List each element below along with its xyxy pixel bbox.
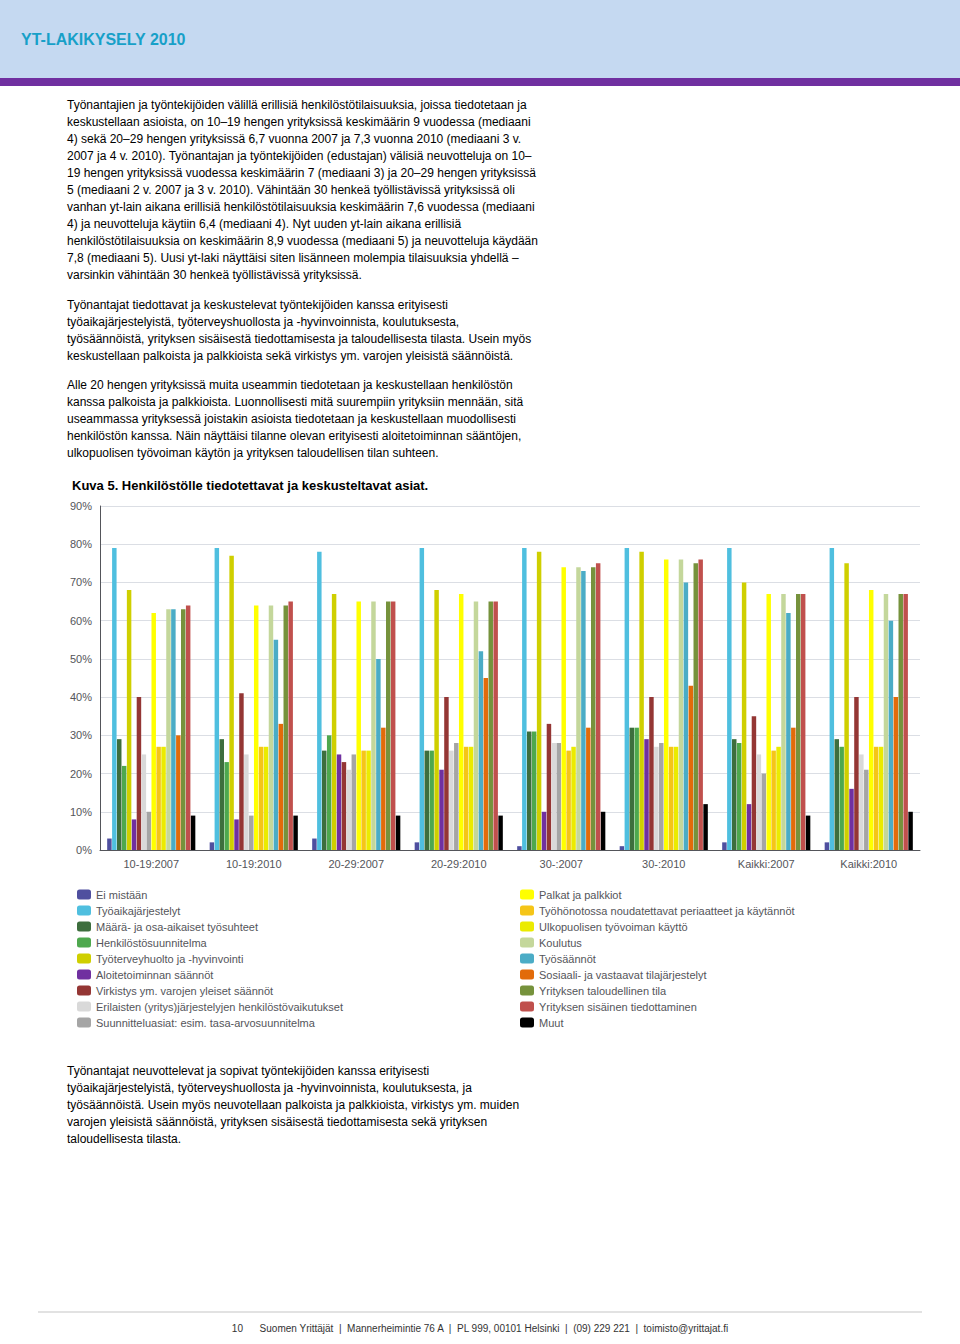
svg-text:Aloitetoiminnan säännöt: Aloitetoiminnan säännöt	[96, 969, 213, 981]
svg-text:50%: 50%	[70, 653, 92, 665]
svg-text:Määrä- ja osa-aikaiset työsuht: Määrä- ja osa-aikaiset työsuhteet	[96, 921, 258, 933]
svg-text:työsäännöistä, yrityksen sisäi: työsäännöistä, yrityksen sisäisestä tied…	[67, 332, 531, 346]
svg-text:10-19:2010: 10-19:2010	[226, 858, 282, 870]
svg-text:useammassa yrityksessä joistak: useammassa yrityksessä joistakin asioist…	[67, 412, 516, 426]
svg-text:10%: 10%	[70, 806, 92, 818]
svg-text:Yrityksen sisäinen tiedottamin: Yrityksen sisäinen tiedottaminen	[539, 1001, 697, 1013]
svg-text:20-29:2007: 20-29:2007	[328, 858, 384, 870]
svg-text:varojen yleisistä säännöistä,: varojen yleisistä säännöistä, yrityksen …	[67, 1115, 487, 1129]
svg-text:2007 ja 4 v. 2010). Työnantaja: 2007 ja 4 v. 2010). Työnantajan ja työnt…	[67, 149, 532, 163]
svg-text:Muut: Muut	[539, 1017, 563, 1029]
svg-text:ulkopuolisen työvoiman käytön: ulkopuolisen työvoiman käytön ja yrityks…	[67, 446, 439, 460]
svg-text:Suunnitteluasiat: esim. tasa-a: Suunnitteluasiat: esim. tasa-arvosuunnit…	[96, 1017, 316, 1029]
svg-text:4) sekä 20–29 hengen yrityksis: 4) sekä 20–29 hengen yrityksissä 6,7 vuo…	[67, 132, 521, 146]
svg-text:Työnantajat neuvottelevat ja s: Työnantajat neuvottelevat ja sopivat työ…	[67, 1064, 429, 1078]
svg-text:19 hengen yrityksissä vuodessa: 19 hengen yrityksissä vuodessa keskimäär…	[67, 166, 536, 180]
svg-text:Koulutus: Koulutus	[539, 937, 582, 949]
svg-text:7,8 (mediaani 5). Uusi yt-laki: 7,8 (mediaani 5). Uusi yt-laki näyttäisi…	[67, 251, 519, 265]
svg-text:Ulkopuolisen työvoiman käyttö: Ulkopuolisen työvoiman käyttö	[539, 921, 688, 933]
svg-text:Kaikki:2010: Kaikki:2010	[840, 858, 897, 870]
svg-text:Yrityksen taloudellinen tila: Yrityksen taloudellinen tila	[539, 985, 667, 997]
svg-text:70%: 70%	[70, 576, 92, 588]
svg-text:20%: 20%	[70, 768, 92, 780]
svg-text:Työterveyhuolto ja -hyvinvoint: Työterveyhuolto ja -hyvinvointi	[96, 953, 243, 965]
svg-text:Kaikki:2007: Kaikki:2007	[738, 858, 795, 870]
svg-text:Virkistys ym. varojen yleiset: Virkistys ym. varojen yleiset säännöt	[96, 985, 273, 997]
svg-text:Ei mistään: Ei mistään	[96, 889, 147, 901]
svg-text:30-:2007: 30-:2007	[540, 858, 583, 870]
svg-text:Henkilöstösuunnitelma: Henkilöstösuunnitelma	[96, 937, 208, 949]
svg-text:90%: 90%	[70, 500, 92, 512]
svg-text:60%: 60%	[70, 615, 92, 627]
svg-text:työaikajärjestelyistä, työterv: työaikajärjestelyistä, työterveyshuollos…	[67, 1081, 472, 1095]
svg-text:varsinkin vähintään 30 henkeä: varsinkin vähintään 30 henkeä työllistäv…	[67, 268, 362, 282]
svg-text:keskustellaan palkoista ja pal: keskustellaan palkoista ja palkkioista s…	[67, 349, 513, 363]
svg-text:vanhan yt-lain aikana erillisi: vanhan yt-lain aikana erillisiä henkilös…	[67, 200, 535, 214]
svg-text:80%: 80%	[70, 538, 92, 550]
svg-text:Työaikajärjestelyt: Työaikajärjestelyt	[96, 905, 180, 917]
svg-text:4) ja neuvotteluja käytiin 6,4: 4) ja neuvotteluja käytiin 6,4 (mediaani…	[67, 217, 462, 231]
svg-text:Kuva 5. Henkilöstölle tiedotet: Kuva 5. Henkilöstölle tiedotettavat ja k…	[72, 478, 428, 493]
svg-text:20-29:2010: 20-29:2010	[431, 858, 487, 870]
svg-text:30%: 30%	[70, 729, 92, 741]
svg-text:5 (mediaani 2 v. 2007 ja 3 v.: 5 (mediaani 2 v. 2007 ja 3 v. 2010). Väh…	[67, 183, 515, 197]
svg-text:henkilöstön kanssa. Näin näytt: henkilöstön kanssa. Näin näyttäisi tilan…	[67, 429, 521, 443]
svg-text:Työnantajien ja työntekijöiden: Työnantajien ja työntekijöiden välillä e…	[67, 98, 527, 112]
svg-text:kanssa palkoista ja palkkioist: kanssa palkoista ja palkkioista. Luonnol…	[67, 395, 524, 409]
svg-text:Erilaisten (yritys)järjestelyj: Erilaisten (yritys)järjestelyjen henkilö…	[96, 1001, 343, 1013]
svg-text:Työsäännöt: Työsäännöt	[539, 953, 596, 965]
svg-text:keskustellaan asioista, on 10–: keskustellaan asioista, on 10–19 hengen …	[67, 115, 531, 129]
svg-text:10-19:2007: 10-19:2007	[123, 858, 179, 870]
svg-text:Työnantajat tiedottavat ja kes: Työnantajat tiedottavat ja keskustelevat…	[67, 298, 448, 312]
svg-text:henkilöstötilaisuuksia on kesk: henkilöstötilaisuuksia on keskimäärin 8,…	[67, 234, 538, 248]
svg-text:työaikajärjestelyistä, työterv: työaikajärjestelyistä, työterveyshuollos…	[67, 315, 459, 329]
svg-text:10 Suomen Yrittäjät | M: 10 Suomen Yrittäjät | Mannerheimintie 76…	[232, 1323, 728, 1334]
svg-text:YT-LAKIKYSELY 2010: YT-LAKIKYSELY 2010	[21, 31, 186, 48]
svg-text:Työhönotossa noudatettavat per: Työhönotossa noudatettavat periaatteet j…	[539, 905, 795, 917]
svg-text:taloudellisesta tilasta.: taloudellisesta tilasta.	[67, 1132, 181, 1146]
svg-text:30-:2010: 30-:2010	[642, 858, 685, 870]
svg-text:Sosiaali- ja vastaavat tilajär: Sosiaali- ja vastaavat tilajärjestelyt	[539, 969, 707, 981]
svg-text:työsäännöistä. Usein myös neuv: työsäännöistä. Usein myös neuvotellaan p…	[67, 1098, 519, 1112]
svg-text:40%: 40%	[70, 691, 92, 703]
svg-text:0%: 0%	[76, 844, 92, 856]
svg-text:Palkat ja palkkiot: Palkat ja palkkiot	[539, 889, 622, 901]
svg-text:Alle 20 hengen yrityksissä mui: Alle 20 hengen yrityksissä muita useammi…	[67, 378, 513, 392]
